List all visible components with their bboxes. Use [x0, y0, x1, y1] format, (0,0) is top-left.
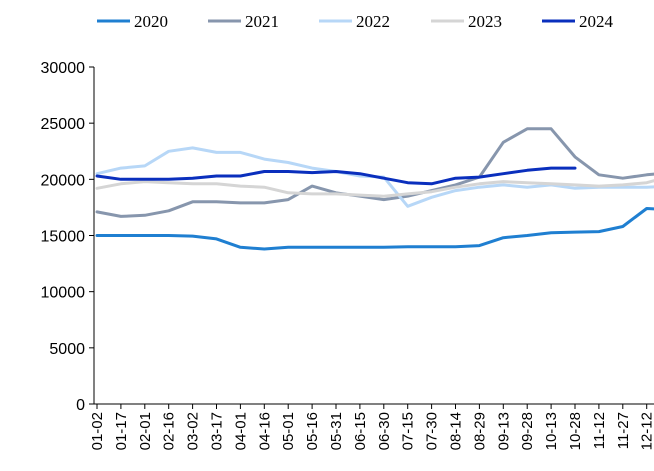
axes: 0 5000 10000 15000 20000 25000 30000 01-02 01-17… — [41, 60, 654, 450]
series-line-2023 — [95, 179, 654, 198]
x-tick-label: 04-16 — [256, 412, 273, 450]
y-tick-label: 30000 — [41, 60, 86, 77]
x-tick-label: 01-02 — [89, 412, 106, 450]
x-tick-label: 08-14 — [448, 412, 465, 450]
x-tick-label: 07-15 — [400, 412, 417, 450]
x-tick-label: 09-28 — [519, 412, 536, 450]
x-tick-label: 05-31 — [328, 412, 345, 450]
x-tick-label: 03-02 — [185, 412, 202, 450]
x-tick-label: 08-29 — [471, 412, 488, 450]
x-tick-label: 10-13 — [543, 412, 560, 450]
x-tick-label: 09-13 — [495, 412, 512, 450]
x-tick-label: 12-12 — [639, 412, 654, 450]
y-tick-label: 25000 — [41, 116, 86, 133]
x-tick-label: 01-17 — [113, 412, 130, 450]
x-tick-label: 11-27 — [615, 412, 632, 449]
legend-label-2023: 2023 — [468, 12, 502, 31]
y-tick-label: 15000 — [41, 229, 86, 246]
legend: 2020 2021 2022 2023 2024 — [97, 12, 614, 31]
x-tick-label: 02-16 — [161, 412, 178, 450]
x-tick-label: 06-30 — [376, 412, 393, 450]
legend-label-2024: 2024 — [579, 12, 614, 31]
x-tick-label: 02-01 — [137, 412, 154, 450]
y-tick-label: 20000 — [41, 172, 86, 189]
x-tick-label: 07-30 — [424, 412, 441, 450]
y-tick-label: 10000 — [41, 285, 86, 302]
series-layer — [95, 127, 654, 251]
x-tick-label: 04-01 — [232, 412, 249, 450]
legend-label-2022: 2022 — [356, 12, 390, 31]
legend-label-2021: 2021 — [245, 12, 279, 31]
series-line-2020 — [95, 207, 654, 251]
x-tick-label: 06-15 — [352, 412, 369, 450]
x-tick-label: 05-01 — [280, 412, 297, 450]
x-tick-label: 10-28 — [567, 412, 584, 450]
x-tick-label: 11-12 — [591, 412, 608, 449]
series-line-2024 — [95, 166, 577, 186]
y-tick-label: 5000 — [49, 341, 85, 358]
series-line-2021 — [95, 127, 654, 218]
x-tick-label: 05-16 — [304, 412, 321, 450]
y-tick-label: 0 — [76, 397, 85, 414]
x-tick-label: 03-17 — [209, 412, 226, 450]
legend-label-2020: 2020 — [134, 12, 168, 31]
